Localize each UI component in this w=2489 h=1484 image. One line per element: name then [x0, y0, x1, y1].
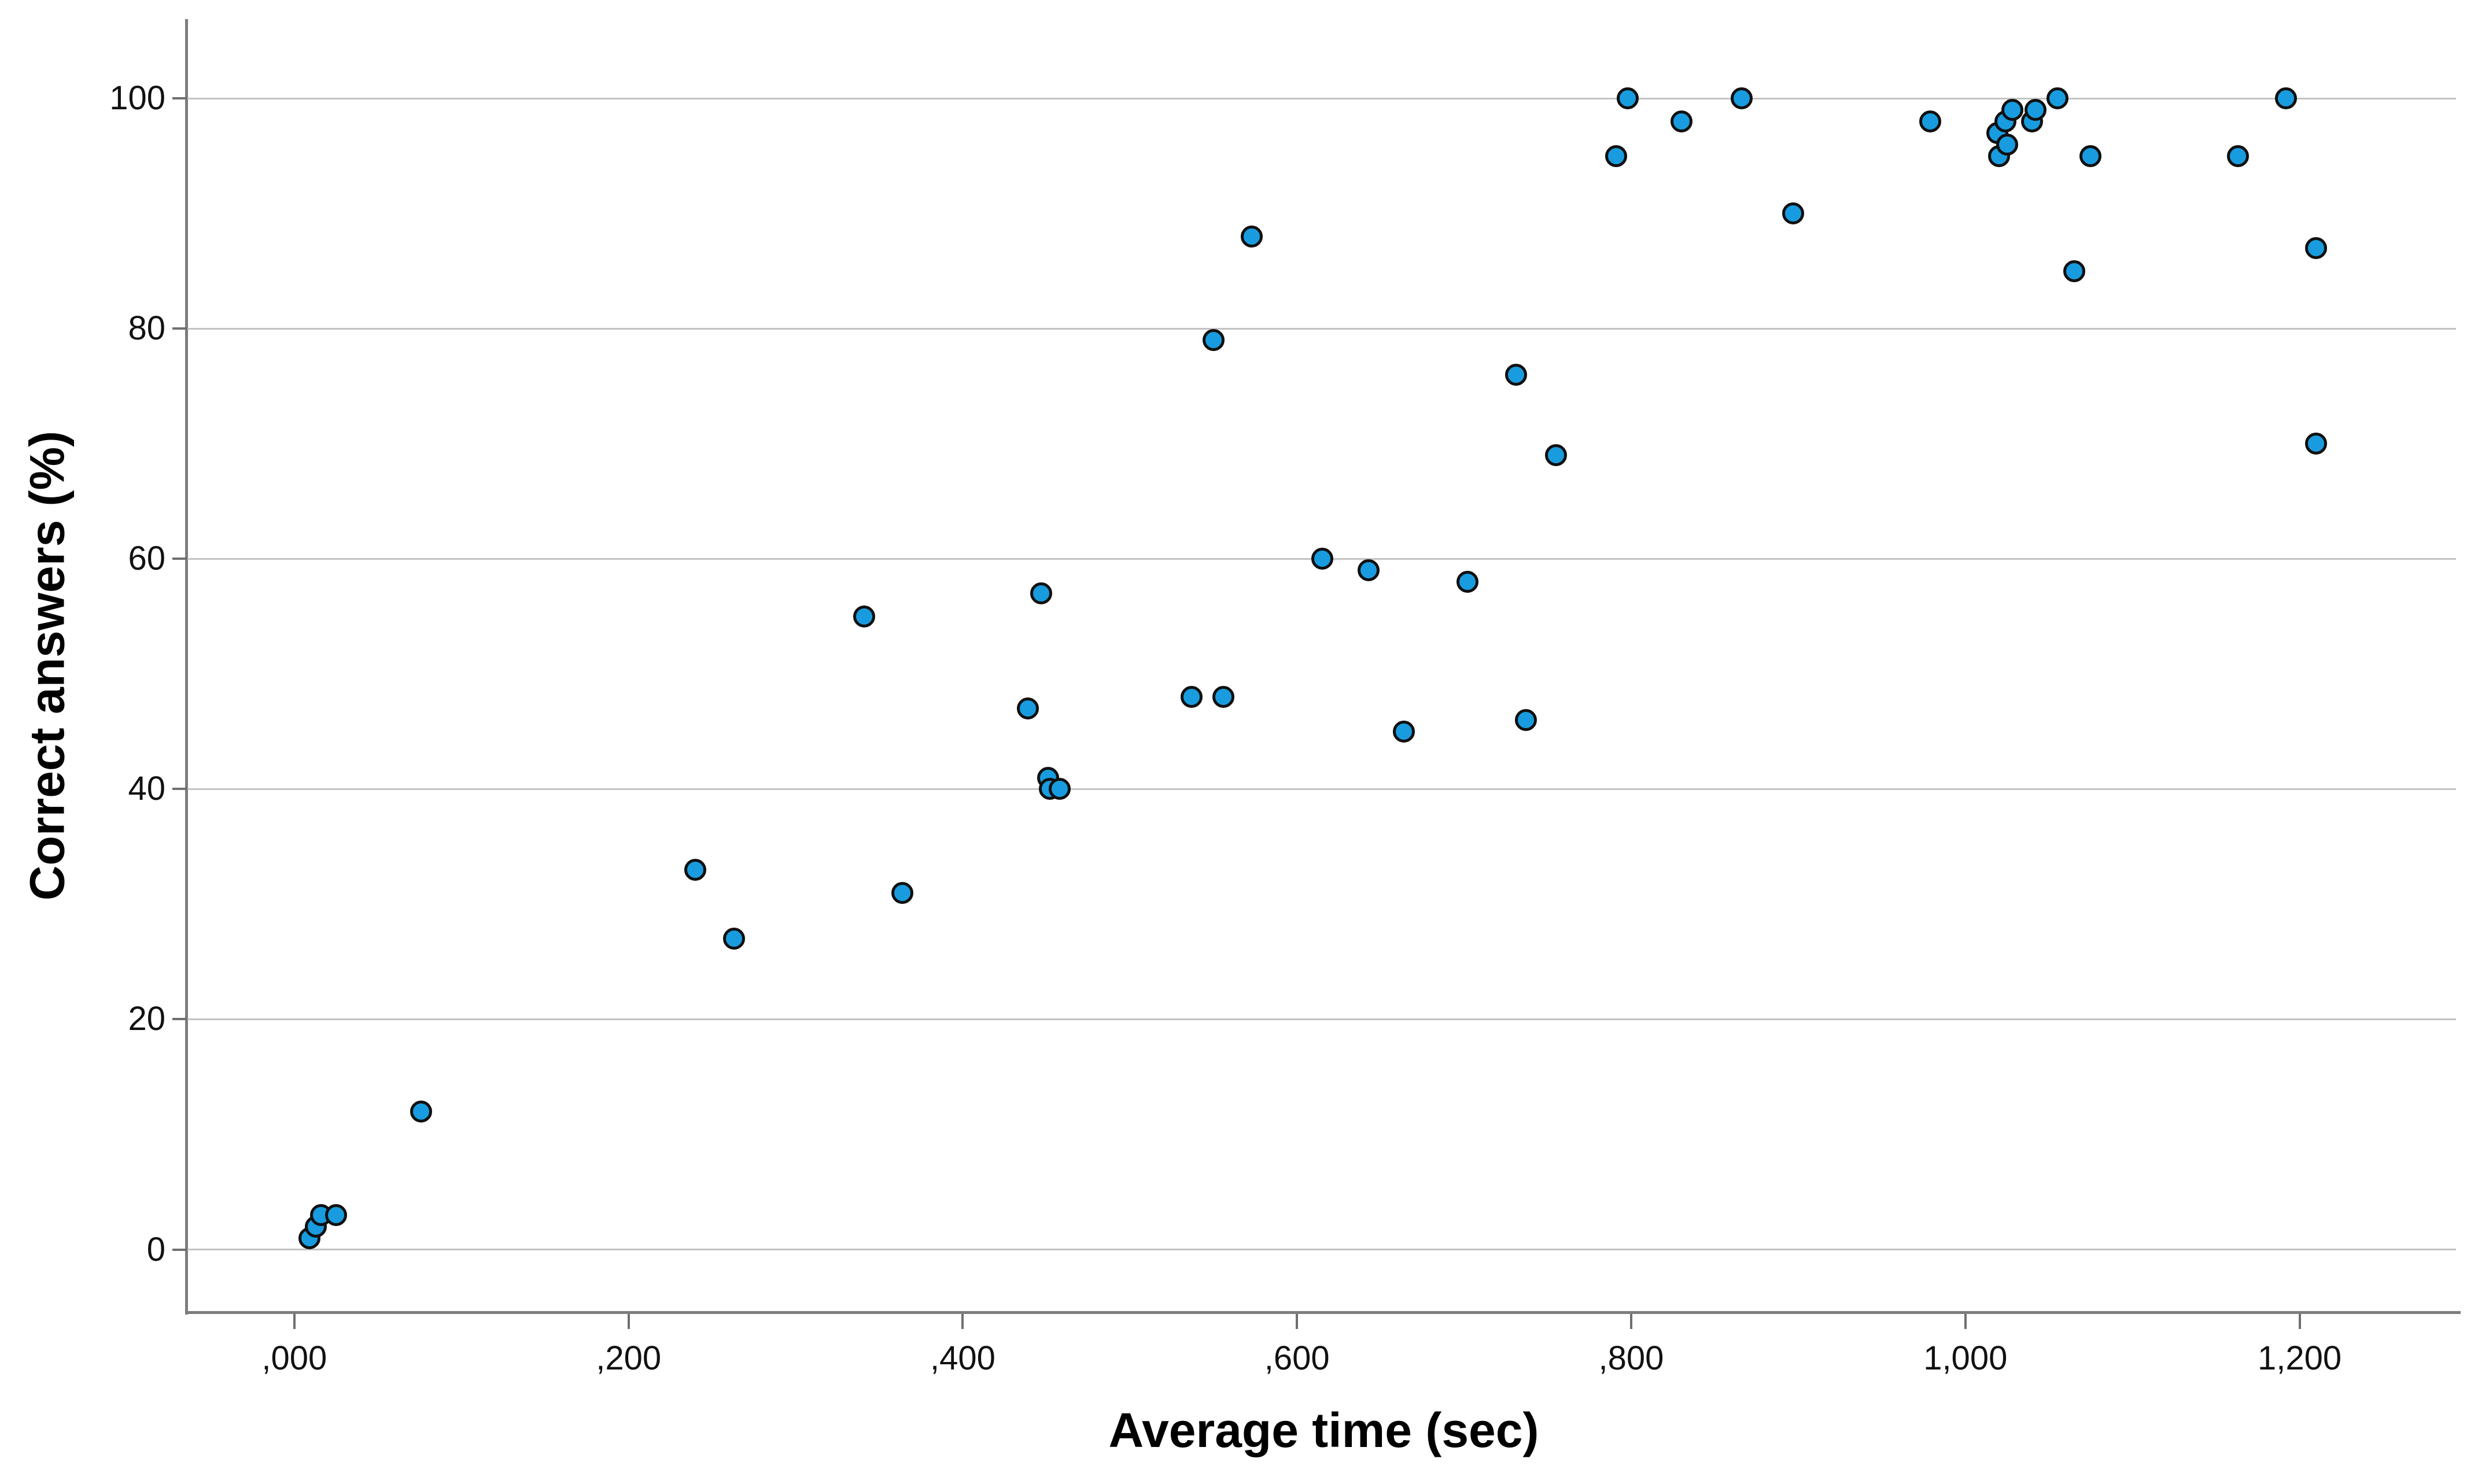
data-point	[410, 1100, 433, 1123]
gridline-y-80	[187, 327, 2456, 330]
data-point	[2305, 433, 2328, 455]
data-point	[891, 881, 914, 904]
data-point	[1212, 686, 1235, 708]
data-point	[1241, 226, 1263, 248]
y-tick-mark	[172, 558, 187, 560]
data-point	[2226, 145, 2249, 167]
y-axis-title: Correct answers (%)	[20, 430, 75, 901]
data-point	[1515, 709, 1537, 732]
data-point	[684, 858, 707, 881]
data-point	[1919, 110, 1942, 133]
data-point	[1202, 329, 1225, 352]
data-point	[1605, 145, 1627, 167]
x-tick-mark	[1964, 1314, 1967, 1329]
data-point	[1311, 548, 1333, 570]
x-tick-label: 1,200	[2257, 1339, 2342, 1377]
x-tick-label: ,600	[1264, 1339, 1330, 1377]
data-point	[1996, 133, 2018, 156]
y-tick-mark	[172, 788, 187, 791]
y-tick-mark	[172, 327, 187, 330]
data-point	[1505, 363, 1527, 386]
x-tick-label: ,400	[930, 1339, 995, 1377]
gridline-y-0	[187, 1249, 2456, 1251]
data-point	[2001, 99, 2023, 121]
x-tick-label: 1,000	[1923, 1339, 2008, 1377]
y-tick-label: 0	[146, 1230, 165, 1268]
data-point	[2046, 87, 2068, 110]
data-point	[853, 605, 875, 627]
data-point	[1617, 87, 1639, 110]
data-point	[1456, 571, 1478, 593]
x-axis-title: Average time (sec)	[0, 1402, 2489, 1459]
data-point	[1017, 697, 1039, 720]
y-tick-label: 20	[128, 1000, 165, 1038]
x-tick-mark	[1630, 1314, 1632, 1329]
y-tick-mark	[172, 97, 187, 100]
data-point	[325, 1204, 348, 1226]
x-tick-mark	[293, 1314, 296, 1329]
gridline-y-100	[187, 97, 2456, 99]
data-point	[1730, 87, 1753, 110]
data-point	[1049, 778, 1071, 800]
y-tick-label: 100	[109, 79, 165, 117]
x-axis-line	[185, 1311, 2461, 1314]
x-tick-mark	[961, 1314, 964, 1329]
x-tick-label: ,800	[1598, 1339, 1664, 1377]
data-point	[2275, 87, 2298, 110]
data-point	[722, 928, 745, 950]
x-tick-mark	[2298, 1314, 2301, 1329]
data-point	[1782, 202, 1805, 225]
gridline-y-20	[187, 1018, 2456, 1020]
data-point	[1358, 559, 1380, 582]
x-tick-label: ,000	[261, 1339, 327, 1377]
y-axis-line	[185, 19, 188, 1315]
data-point	[1030, 582, 1053, 605]
y-tick-label: 60	[128, 540, 165, 578]
x-tick-mark	[627, 1314, 630, 1329]
gridline-y-40	[187, 788, 2456, 790]
data-point	[1393, 720, 1415, 743]
data-point	[2079, 145, 2102, 167]
y-tick-mark	[172, 1018, 187, 1021]
data-point	[1545, 444, 1567, 467]
y-tick-label: 40	[128, 770, 165, 808]
y-tick-mark	[172, 1248, 187, 1251]
x-tick-label: ,200	[596, 1339, 662, 1377]
data-point	[2063, 260, 2085, 282]
data-point	[2305, 237, 2328, 260]
data-point	[1670, 110, 1692, 133]
x-axis-title-text: Average time (sec)	[1108, 1403, 1539, 1457]
data-point	[1181, 686, 1203, 708]
y-tick-label: 80	[128, 309, 165, 348]
x-tick-mark	[1296, 1314, 1299, 1329]
data-point	[2025, 99, 2047, 121]
